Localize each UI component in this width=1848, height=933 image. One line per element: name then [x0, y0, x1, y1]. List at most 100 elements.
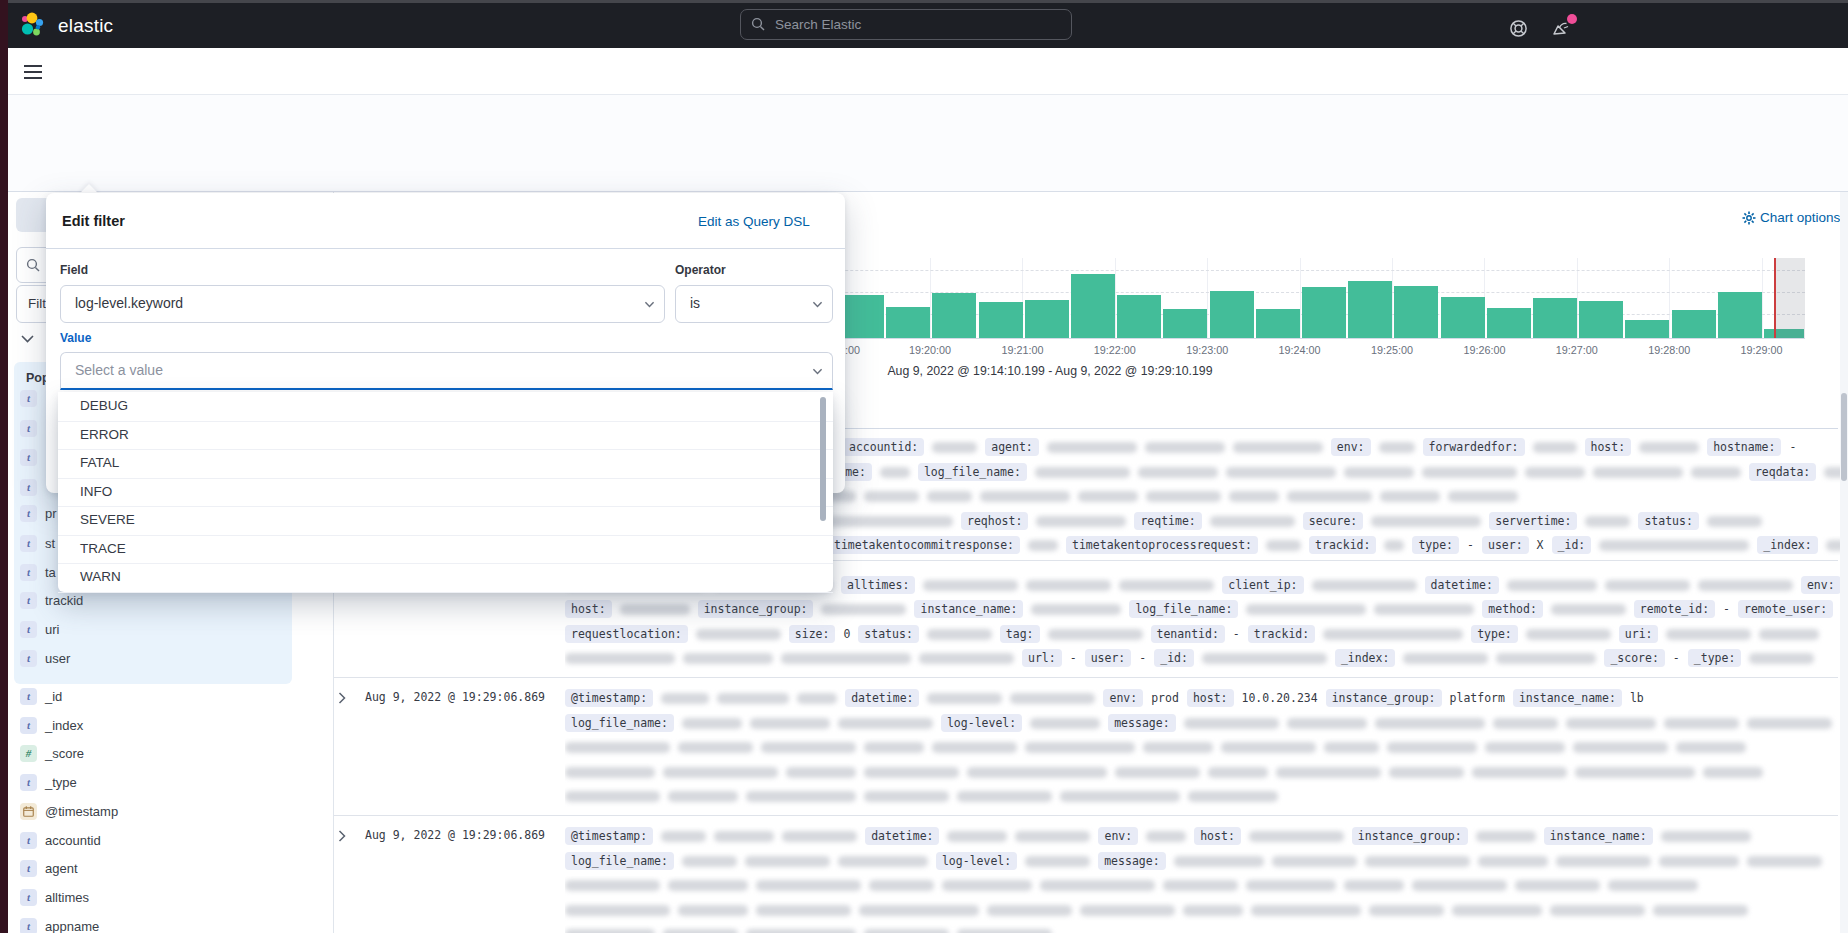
doc-field-badge: reqhost:	[961, 512, 1028, 530]
redacted-value	[756, 880, 861, 891]
value-option-ERROR[interactable]: ERROR	[58, 421, 833, 450]
doc-row-line: log_file_name:log-level:message:	[565, 714, 1848, 734]
axis-label: 19:25:00	[1357, 344, 1427, 356]
redacted-value	[1676, 742, 1746, 753]
axis-label: 19:28:00	[1634, 344, 1704, 356]
redacted-value	[682, 718, 742, 729]
redacted-value	[1556, 856, 1651, 867]
redacted-value	[565, 905, 670, 916]
divider	[46, 248, 845, 249]
doc-field-badge: alltimes:	[841, 576, 915, 594]
redacted-value	[987, 905, 1072, 916]
top-header: elastic Search Elastic	[8, 3, 1848, 48]
field-label: agent	[45, 861, 78, 876]
chevron-down-icon[interactable]	[21, 335, 34, 343]
redacted-value	[1478, 856, 1548, 867]
doc-field-value: 0	[843, 625, 850, 643]
doc-field-badge: instance_name:	[1513, 689, 1622, 707]
redacted-value	[1525, 467, 1585, 478]
chart-options-button[interactable]: Chart options	[1760, 210, 1840, 225]
doc-field-badge: @timestamp:	[565, 827, 653, 845]
redacted-value	[947, 831, 1007, 842]
operator-select[interactable]: is	[675, 285, 833, 323]
redacted-value	[714, 831, 774, 842]
doc-field-badge: agent:	[985, 438, 1039, 456]
row-separator	[334, 815, 1838, 816]
announcements-icon[interactable]	[1551, 18, 1575, 42]
doc-field-badge: reqdata:	[1749, 463, 1816, 481]
text-type-icon: t	[20, 564, 37, 581]
help-icon[interactable]	[1509, 19, 1528, 38]
redacted-value	[756, 905, 851, 916]
axis-label: 19:24:00	[1265, 344, 1335, 356]
field-select[interactable]: log-level.keyword	[60, 285, 665, 323]
doc-field-badge: reqtime:	[1134, 512, 1201, 530]
redacted-value	[1573, 742, 1668, 753]
page-scrollbar-thumb[interactable]	[1841, 393, 1847, 481]
histogram-bar	[1718, 292, 1762, 338]
value-option-WARN[interactable]: WARN	[58, 563, 833, 592]
redacted-value	[1493, 718, 1558, 729]
redacted-value	[1010, 693, 1095, 704]
redacted-value	[1047, 442, 1137, 453]
value-option-DEBUG[interactable]: DEBUG	[58, 392, 833, 421]
redacted-value	[1387, 742, 1477, 753]
axis-label: 19:21:00	[987, 344, 1057, 356]
doc-field-badge: status:	[858, 625, 918, 643]
histogram-bar	[1579, 301, 1623, 338]
doc-field-badge: message:	[1098, 852, 1165, 870]
doc-row-line	[565, 738, 1848, 758]
redacted-value	[746, 929, 856, 933]
histogram-bar	[1394, 286, 1438, 338]
redacted-value	[1060, 791, 1180, 802]
expand-row-icon[interactable]	[338, 692, 346, 704]
redacted-value	[1365, 856, 1470, 867]
histogram-bar	[1533, 298, 1577, 338]
redacted-value	[1119, 580, 1214, 591]
doc-field-badge: _score:	[1604, 649, 1664, 667]
text-type-icon: t	[20, 717, 37, 734]
text-type-icon: t	[20, 420, 37, 437]
doc-field-badge: url:	[1022, 649, 1062, 667]
redacted-value	[1605, 580, 1690, 591]
doc-field-badge: log-level:	[936, 852, 1017, 870]
elastic-logo-text: elastic	[58, 15, 113, 37]
doc-field-value: lb	[1630, 689, 1644, 707]
doc-field-badge: method:	[1482, 600, 1542, 618]
expand-row-icon[interactable]	[338, 830, 346, 842]
value-option-FATAL[interactable]: FATAL	[58, 449, 833, 478]
redacted-value	[1226, 467, 1336, 478]
redacted-value	[1078, 491, 1138, 502]
text-type-icon: t	[20, 889, 37, 906]
redacted-value	[565, 767, 655, 778]
field-label: user	[45, 651, 70, 666]
redacted-value	[683, 653, 773, 664]
doc-field-badge: size:	[789, 625, 836, 643]
edit-as-query-dsl-link[interactable]: Edit as Query DSL	[698, 214, 810, 229]
value-option-SEVERE[interactable]: SEVERE	[58, 506, 833, 535]
value-combobox[interactable]: Select a value	[60, 352, 833, 390]
redacted-value	[1698, 580, 1793, 591]
list-scrollbar[interactable]	[820, 397, 826, 521]
redacted-value	[1143, 742, 1213, 753]
doc-field-badge: _index:	[1757, 536, 1817, 554]
value-option-INFO[interactable]: INFO	[58, 478, 833, 507]
global-search-input[interactable]: Search Elastic	[740, 9, 1072, 40]
elastic-logo-icon[interactable]	[18, 11, 48, 41]
field-label: appname	[45, 919, 99, 933]
value-option-TRACE[interactable]: TRACE	[58, 535, 833, 564]
doc-row-line	[565, 925, 1848, 933]
histogram-bar	[932, 293, 976, 338]
text-type-icon: t	[20, 621, 37, 638]
redacted-value	[1249, 831, 1344, 842]
histogram-bar	[1210, 291, 1254, 338]
redacted-value	[1384, 540, 1404, 551]
menu-icon[interactable]	[24, 65, 42, 79]
redacted-value	[864, 791, 949, 802]
doc-field-value: -	[1723, 600, 1730, 618]
axis-label: 19:29:00	[1727, 344, 1797, 356]
redacted-value	[1485, 742, 1565, 753]
app-toolbar: D Discover Options New Open Share Inspec…	[8, 48, 1848, 95]
value-placeholder: Select a value	[75, 362, 163, 378]
field-label: ta	[45, 565, 56, 580]
